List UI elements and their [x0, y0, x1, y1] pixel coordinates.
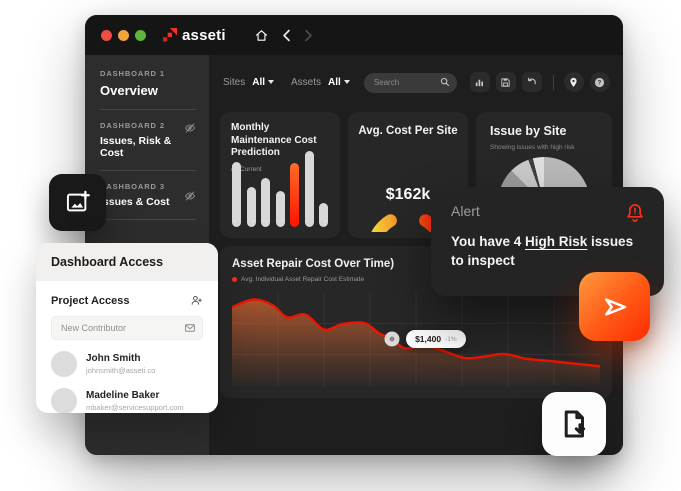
undo-icon	[527, 77, 536, 85]
tooltip-delta: -1%	[445, 335, 457, 343]
chevron-down-icon	[343, 80, 350, 84]
maintenance-bar-chart	[232, 151, 328, 227]
eye-off-icon[interactable]	[184, 121, 196, 139]
alert-bell-icon	[627, 204, 643, 222]
divider	[100, 109, 196, 110]
asseti-logo-icon	[163, 28, 177, 42]
divider	[100, 219, 196, 220]
send-icon	[604, 297, 626, 316]
avatar	[51, 351, 77, 377]
repair-line-chart: $1,400 -1%	[230, 292, 602, 386]
high-risk-link[interactable]: High Risk	[525, 234, 588, 249]
bar	[319, 202, 328, 227]
gauge-value: $162k	[385, 186, 431, 204]
alert-title: Alert	[451, 203, 480, 219]
bar	[275, 190, 285, 227]
sidebar-item-overview[interactable]: DASHBOARD 1 Overview	[100, 69, 196, 98]
file-download-icon	[564, 410, 586, 438]
send-button[interactable]	[579, 272, 650, 341]
chevron-down-icon	[268, 80, 275, 84]
sites-label: Sites	[223, 76, 246, 88]
card-subtitle: Showing issues with high risk	[490, 143, 575, 151]
dashboard-2-title: Issues, Risk & Cost	[100, 135, 172, 159]
bar	[290, 163, 299, 227]
tooltip-value: $1,400	[415, 334, 442, 344]
user-name: Madeline Baker	[86, 390, 160, 401]
minimize-window-icon[interactable]	[118, 29, 129, 41]
assets-label: Assets	[291, 76, 322, 88]
card-title: Monthly Maintenance Cost Prediction	[231, 122, 317, 158]
home-icon[interactable]	[254, 28, 269, 43]
chart-marker	[384, 331, 400, 347]
eye-off-icon[interactable]	[184, 189, 196, 207]
sidebar-item-issues-risk-cost[interactable]: DASHBOARD 2 Issues, Risk & Cost	[100, 121, 196, 159]
window-titlebar: asseti	[85, 15, 623, 55]
area-fill	[232, 299, 600, 386]
help-icon: ?	[595, 77, 605, 87]
legend-label: Current	[240, 165, 262, 173]
avatar	[51, 388, 77, 413]
repair-cost-card: Asset Repair Cost Over Time) Avg. Indivi…	[220, 246, 612, 398]
export-file-button[interactable]	[542, 392, 606, 456]
new-contributor-input[interactable]	[51, 316, 203, 340]
divider	[100, 170, 196, 171]
mail-icon[interactable]	[184, 322, 196, 334]
sites-filter-dropdown[interactable]: All	[252, 77, 275, 88]
monthly-maintenance-card: Monthly Maintenance Cost Prediction Curr…	[220, 112, 340, 238]
card-title: Avg. Cost Per Site	[358, 125, 458, 137]
bar	[261, 178, 270, 227]
image-add-icon	[66, 190, 90, 212]
bar	[304, 151, 314, 227]
dashboard-1-title: Overview	[100, 83, 158, 98]
add-image-button[interactable]	[49, 174, 106, 231]
back-icon[interactable]	[282, 29, 291, 42]
forward-icon[interactable]	[304, 29, 313, 42]
filter-toolbar: Sites All Assets All	[223, 71, 612, 93]
assets-filter-dropdown[interactable]: All	[328, 77, 350, 88]
bar	[232, 161, 241, 227]
card-title: Asset Repair Cost Over Time)	[232, 258, 395, 270]
chart-tooltip: $1,400 -1%	[406, 330, 466, 348]
bar	[246, 187, 256, 227]
close-window-icon[interactable]	[101, 29, 112, 41]
user-email: johnsmith@asseti.co	[86, 366, 156, 375]
list-item-user: John Smith johnsmith@asseti.co	[51, 351, 203, 377]
alert-message: You have 4 High Risk issues to inspect	[451, 234, 634, 268]
asseti-logo-text: asseti	[182, 26, 226, 44]
sidebar-item-issues-cost[interactable]: DASHBOARD 3 Issues & Cost	[100, 182, 196, 208]
card-title: Issue by Site	[490, 124, 567, 138]
dashboard-access-panel: Dashboard Access Project Access John Smi…	[36, 243, 218, 413]
legend-dot	[232, 277, 237, 283]
undo-button[interactable]	[521, 72, 542, 92]
section-title: Project Access	[51, 294, 130, 307]
dashboard-3-title: Issues & Cost	[100, 196, 170, 208]
search-input[interactable]	[363, 72, 457, 93]
bar-chart-icon	[476, 79, 484, 86]
panel-header: Dashboard Access	[36, 243, 218, 281]
alert-card: Alert You have 4 High Risk issues to ins…	[431, 187, 664, 296]
panel-title: Dashboard Access	[51, 255, 164, 269]
divider	[552, 74, 554, 90]
map-pin-button[interactable]	[563, 72, 584, 92]
location-pin-icon	[570, 77, 577, 87]
traffic-lights	[101, 29, 146, 41]
dashboard-3-label: DASHBOARD 3	[100, 182, 165, 191]
dashboard-2-label: DASHBOARD 2	[100, 121, 165, 130]
save-button[interactable]	[495, 72, 516, 92]
asseti-logo: asseti	[163, 27, 226, 44]
help-button[interactable]: ?	[589, 72, 610, 92]
list-item-user: Madeline Baker mbaker@servicesupport.com	[51, 388, 203, 413]
svg-text:?: ?	[598, 80, 602, 86]
add-user-icon[interactable]	[190, 294, 203, 307]
user-name: John Smith	[86, 353, 141, 364]
maximize-window-icon[interactable]	[135, 29, 146, 41]
legend-label: Avg. Individual Asset Repair Cost Estima…	[241, 276, 365, 284]
dashboard-1-label: DASHBOARD 1	[100, 69, 165, 78]
user-email: mbaker@servicesupport.com	[86, 403, 184, 412]
save-icon	[501, 77, 510, 87]
chart-view-button[interactable]	[469, 72, 490, 92]
search-icon	[440, 78, 449, 86]
